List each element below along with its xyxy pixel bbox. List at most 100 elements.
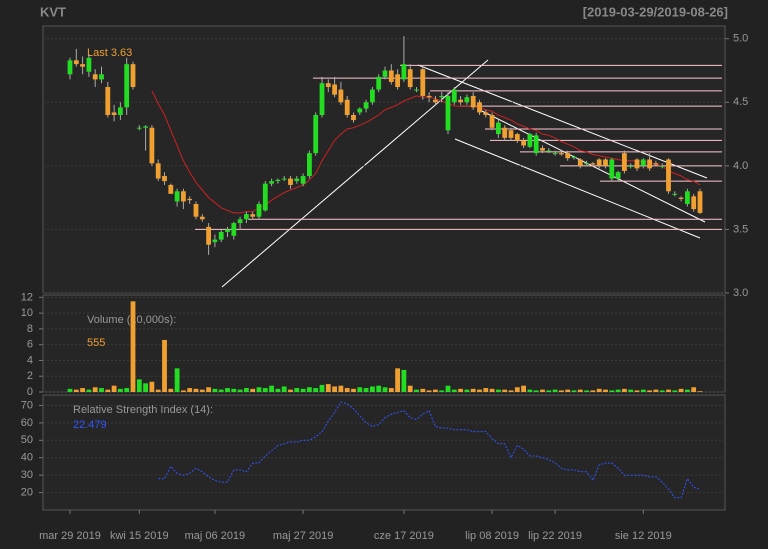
- candle-body: [338, 89, 344, 103]
- volume-bar: [155, 389, 161, 392]
- y-tick-label: 40: [21, 452, 33, 464]
- candle-body: [533, 135, 539, 154]
- volume-bar: [433, 389, 438, 392]
- y-tick-label: 3.5: [733, 223, 748, 235]
- candle-body: [269, 181, 274, 184]
- candle-body: [426, 95, 432, 98]
- candle-body: [288, 178, 293, 185]
- candle-body: [603, 159, 608, 166]
- candle-body: [489, 115, 495, 128]
- volume-bar: [590, 390, 596, 392]
- candle-body: [193, 204, 199, 217]
- candle-body: [181, 191, 186, 202]
- candle-body: [275, 179, 281, 182]
- volume-bar: [187, 388, 193, 392]
- volume-bar: [640, 389, 646, 392]
- candle-body: [256, 204, 262, 217]
- candle-body: [672, 193, 678, 195]
- candle-body: [571, 156, 577, 158]
- candle-body: [414, 89, 419, 91]
- candle-body: [136, 127, 142, 129]
- volume-bar: [559, 390, 564, 392]
- volume-bar: [596, 388, 602, 392]
- candle-body: [281, 178, 287, 180]
- volume-bar: [319, 384, 325, 392]
- candle-body: [124, 64, 130, 108]
- candle-body: [92, 74, 98, 80]
- candle-body: [86, 57, 92, 72]
- volume-bar: [332, 386, 337, 392]
- volume-bar: [105, 389, 111, 392]
- candle-body: [351, 115, 356, 121]
- volume-bar: [672, 390, 678, 392]
- y-tick-label: 20: [21, 486, 33, 498]
- candle-body: [218, 231, 224, 240]
- volume-bar: [527, 389, 533, 392]
- candle-body: [231, 223, 237, 236]
- volume-bar: [395, 368, 400, 392]
- volume-bar: [496, 389, 501, 392]
- y-tick-label: 6: [27, 339, 33, 351]
- volume-bar: [382, 387, 388, 392]
- volume-bar: [697, 391, 703, 392]
- y-tick-label: 4.0: [733, 160, 748, 172]
- candle-body: [105, 87, 111, 115]
- volume-bar: [124, 388, 130, 392]
- candle-body: [149, 127, 155, 164]
- volume-bar: [508, 390, 514, 392]
- volume-bar: [300, 388, 306, 392]
- volume-bar: [615, 389, 621, 392]
- candle-body: [155, 163, 161, 179]
- candle-body: [514, 134, 520, 141]
- volume-bar: [86, 389, 92, 392]
- volume-bar: [388, 388, 394, 392]
- candle-body: [697, 191, 703, 213]
- candle-body: [319, 83, 325, 115]
- rsi-title: Relative Strength Index (14):: [73, 404, 213, 416]
- candle-body: [552, 153, 558, 155]
- candle-body: [439, 95, 445, 98]
- volume-panel: [42, 294, 726, 393]
- volume-bar: [653, 389, 659, 392]
- volume-bar: [426, 390, 432, 392]
- candle-body: [111, 112, 117, 115]
- volume-bar: [420, 388, 426, 392]
- volume-bar: [111, 385, 117, 392]
- x-tick-label: lip 22 2019: [528, 530, 582, 542]
- y-tick-label: 4: [27, 354, 33, 366]
- candle-body: [609, 159, 615, 179]
- candle-body: [521, 140, 526, 146]
- volume-bar: [584, 390, 589, 392]
- volume-bar: [603, 389, 608, 392]
- volume-bar: [181, 390, 186, 392]
- candle-body: [458, 99, 463, 103]
- volume-bar: [250, 388, 256, 392]
- volume-bar: [685, 389, 690, 392]
- volume-bar: [691, 387, 697, 392]
- candle-body: [464, 97, 470, 103]
- candle-body: [640, 159, 646, 166]
- volume-bar: [244, 388, 249, 392]
- volume-bar: [445, 385, 451, 392]
- candle-body: [659, 165, 665, 167]
- volume-bar: [218, 389, 224, 392]
- volume-bar: [565, 389, 571, 392]
- trend-line: [417, 64, 708, 179]
- candle-body: [313, 115, 319, 154]
- volume-bar: [80, 388, 85, 392]
- candle-body: [363, 102, 369, 109]
- candle-body: [401, 64, 407, 80]
- sma-line: [151, 90, 701, 214]
- volume-bar: [136, 379, 142, 392]
- candle-body: [540, 148, 545, 151]
- volume-bar: [470, 388, 476, 392]
- candle-body: [168, 184, 174, 194]
- volume-bar: [502, 389, 508, 392]
- y-tick-label: 30: [21, 469, 33, 481]
- volume-bar: [168, 388, 174, 392]
- x-tick-label: lip 08 2019: [465, 530, 519, 542]
- volume-bar: [540, 389, 545, 392]
- volume-bar: [401, 369, 407, 392]
- volume-bar: [577, 389, 583, 392]
- candle-body: [395, 74, 400, 88]
